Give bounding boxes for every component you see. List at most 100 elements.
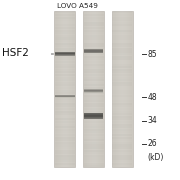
Bar (84, 22, 104, 24)
Bar (55, 74, 75, 76)
Bar (112, 139, 132, 141)
Bar (84, 144, 104, 147)
Bar (84, 69, 104, 71)
Bar (112, 24, 132, 26)
Bar (112, 66, 132, 68)
Bar (84, 35, 104, 37)
Bar (84, 92, 104, 94)
Bar (54, 11, 75, 167)
Bar (97, 11, 98, 167)
Bar (84, 142, 104, 144)
Bar (55, 147, 75, 149)
Bar (71, 11, 72, 167)
Text: 48: 48 (148, 93, 157, 102)
Bar (68, 11, 69, 167)
Bar (112, 100, 132, 102)
Bar (55, 84, 75, 86)
Bar (85, 11, 86, 167)
Bar (55, 53, 75, 55)
Bar (84, 150, 104, 152)
Bar (98, 11, 99, 167)
Bar (55, 30, 75, 32)
Bar (55, 137, 75, 139)
Text: LOVO A549: LOVO A549 (57, 3, 98, 9)
Bar (112, 79, 132, 81)
Bar (55, 96, 75, 97)
Bar (101, 11, 102, 167)
Bar (84, 58, 104, 60)
Bar (55, 96, 75, 97)
Bar (55, 17, 75, 19)
Bar (55, 56, 75, 58)
Bar (84, 45, 104, 47)
Bar (84, 118, 104, 120)
Bar (84, 165, 104, 167)
Bar (112, 152, 132, 154)
Bar (125, 11, 126, 167)
Bar (87, 11, 88, 167)
Bar (58, 11, 59, 167)
Bar (112, 74, 132, 76)
Bar (123, 11, 124, 167)
Bar (95, 11, 96, 167)
Bar (84, 95, 104, 97)
Bar (55, 150, 75, 152)
Bar (84, 50, 103, 51)
Bar (112, 116, 132, 118)
Bar (55, 64, 75, 66)
Bar (84, 115, 103, 116)
Bar (112, 121, 132, 123)
Bar (93, 11, 94, 167)
Bar (55, 155, 75, 157)
Bar (84, 89, 103, 90)
Bar (55, 82, 75, 84)
Bar (66, 11, 67, 167)
Bar (55, 45, 75, 47)
Bar (126, 11, 127, 167)
Bar (55, 11, 56, 167)
Bar (72, 11, 73, 167)
Bar (84, 116, 103, 117)
Bar (55, 54, 75, 55)
Bar (55, 87, 75, 89)
Bar (116, 11, 117, 167)
Bar (112, 69, 132, 71)
Bar (84, 27, 104, 29)
Bar (112, 82, 132, 84)
Bar (69, 11, 70, 167)
Bar (112, 87, 132, 89)
Bar (59, 11, 60, 167)
Bar (84, 163, 104, 165)
Bar (112, 35, 132, 37)
Bar (112, 95, 132, 97)
Bar (84, 74, 104, 76)
Bar (55, 37, 75, 39)
Bar (84, 76, 104, 79)
Bar (55, 95, 75, 96)
Bar (132, 11, 133, 167)
Bar (55, 144, 75, 147)
Bar (112, 165, 132, 167)
Bar (55, 48, 75, 50)
Bar (84, 89, 103, 90)
Bar (112, 27, 132, 29)
Bar (55, 90, 75, 92)
Bar (55, 92, 75, 94)
Bar (84, 19, 104, 21)
Bar (84, 100, 104, 102)
Bar (124, 11, 125, 167)
Bar (112, 160, 132, 162)
Bar (84, 113, 104, 115)
Bar (112, 14, 132, 16)
Bar (84, 11, 104, 13)
Bar (84, 14, 104, 16)
Bar (112, 11, 132, 13)
Bar (61, 11, 62, 167)
Bar (121, 11, 122, 167)
Bar (84, 160, 104, 162)
Bar (84, 84, 104, 86)
Bar (65, 11, 66, 167)
Bar (55, 142, 75, 144)
Bar (84, 123, 104, 126)
Bar (55, 121, 75, 123)
